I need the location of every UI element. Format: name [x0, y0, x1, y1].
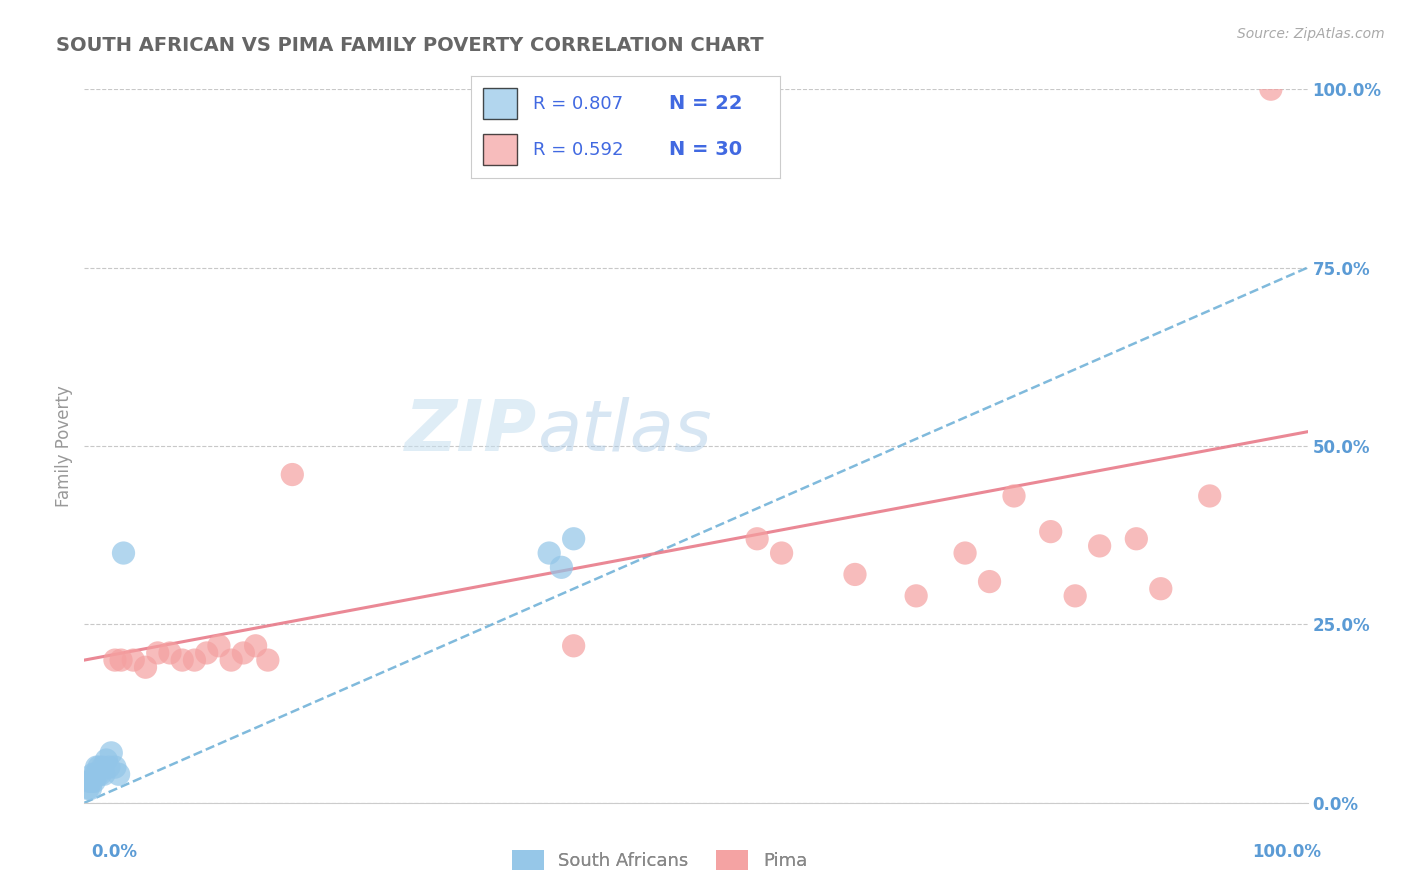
Point — [146, 646, 169, 660]
Point — [1064, 589, 1087, 603]
Point — [93, 767, 115, 781]
Point — [110, 653, 132, 667]
Y-axis label: Family Poverty: Family Poverty — [55, 385, 73, 507]
Point — [257, 653, 280, 667]
Point — [100, 746, 122, 760]
Text: N = 30: N = 30 — [669, 140, 742, 159]
Point — [172, 653, 194, 667]
Point — [281, 467, 304, 482]
Point — [195, 646, 218, 660]
Point — [844, 567, 866, 582]
Point — [97, 760, 120, 774]
Point — [79, 781, 101, 796]
Point — [1260, 82, 1282, 96]
Point — [208, 639, 231, 653]
Point — [562, 532, 585, 546]
Text: 0.0%: 0.0% — [91, 843, 138, 861]
Point — [107, 767, 129, 781]
Point — [979, 574, 1001, 589]
Point — [1039, 524, 1062, 539]
Point — [77, 781, 100, 796]
Text: ZIP: ZIP — [405, 397, 537, 467]
Point — [83, 774, 105, 789]
Point — [104, 653, 127, 667]
Point — [84, 767, 107, 781]
Text: 100.0%: 100.0% — [1253, 843, 1322, 861]
Point — [953, 546, 976, 560]
Point — [82, 767, 104, 781]
Text: Source: ZipAtlas.com: Source: ZipAtlas.com — [1237, 27, 1385, 41]
Legend: South Africans, Pima: South Africans, Pima — [502, 840, 815, 880]
Point — [87, 767, 110, 781]
Text: SOUTH AFRICAN VS PIMA FAMILY POVERTY CORRELATION CHART: SOUTH AFRICAN VS PIMA FAMILY POVERTY COR… — [56, 36, 763, 54]
Point — [135, 660, 157, 674]
Text: R = 0.592: R = 0.592 — [533, 141, 623, 159]
Point — [96, 753, 118, 767]
Point — [1125, 532, 1147, 546]
FancyBboxPatch shape — [484, 88, 517, 119]
Point — [104, 760, 127, 774]
Point — [747, 532, 769, 546]
FancyBboxPatch shape — [484, 135, 517, 165]
Point — [87, 760, 110, 774]
Point — [219, 653, 242, 667]
Point — [1198, 489, 1220, 503]
Point — [1002, 489, 1025, 503]
Point — [1088, 539, 1111, 553]
Point — [91, 760, 114, 774]
Text: atlas: atlas — [537, 397, 711, 467]
Point — [550, 560, 572, 574]
Point — [112, 546, 135, 560]
Point — [538, 546, 561, 560]
Point — [232, 646, 254, 660]
Point — [1150, 582, 1173, 596]
Point — [159, 646, 181, 660]
Point — [86, 760, 108, 774]
Text: N = 22: N = 22 — [669, 94, 742, 113]
Point — [122, 653, 145, 667]
Point — [562, 639, 585, 653]
Point — [770, 546, 793, 560]
Point — [89, 767, 111, 781]
Point — [80, 774, 103, 789]
Point — [77, 774, 100, 789]
Point — [905, 589, 928, 603]
Point — [245, 639, 267, 653]
Text: R = 0.807: R = 0.807 — [533, 95, 623, 112]
Point — [183, 653, 205, 667]
